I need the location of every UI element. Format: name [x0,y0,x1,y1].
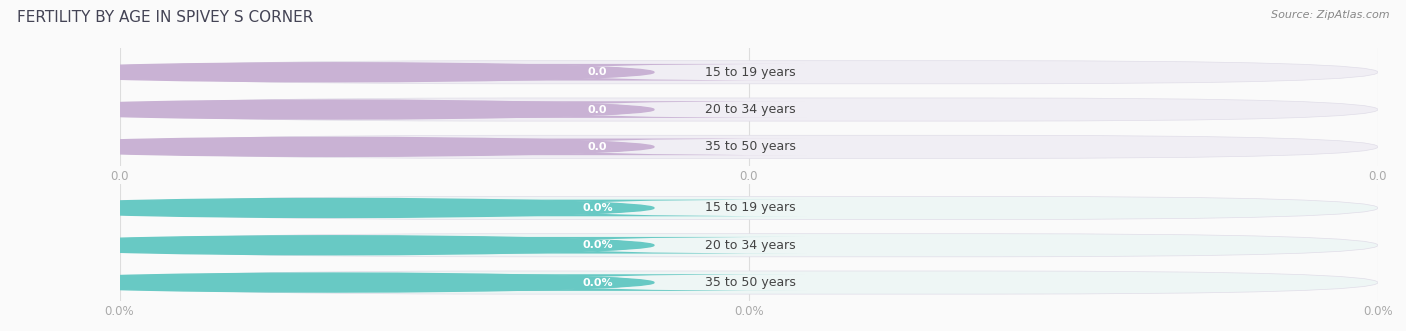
Circle shape [14,100,654,119]
Text: 15 to 19 years: 15 to 19 years [704,202,796,214]
Text: 20 to 34 years: 20 to 34 years [704,103,796,116]
Text: 35 to 50 years: 35 to 50 years [704,276,796,289]
Text: 20 to 34 years: 20 to 34 years [704,239,796,252]
Text: 0.0: 0.0 [588,105,607,115]
Circle shape [14,63,654,82]
FancyBboxPatch shape [389,200,807,216]
Text: 0.0%: 0.0% [582,240,613,250]
Circle shape [14,273,654,292]
Text: FERTILITY BY AGE IN SPIVEY S CORNER: FERTILITY BY AGE IN SPIVEY S CORNER [17,10,314,25]
Text: 15 to 19 years: 15 to 19 years [704,66,796,79]
Circle shape [14,137,654,156]
Text: 0.0: 0.0 [588,142,607,152]
Text: 0.0%: 0.0% [582,278,613,288]
FancyBboxPatch shape [120,98,1378,121]
FancyBboxPatch shape [120,271,1378,294]
FancyBboxPatch shape [389,101,807,118]
FancyBboxPatch shape [389,237,807,254]
Text: 0.0%: 0.0% [582,203,613,213]
FancyBboxPatch shape [120,135,1378,159]
FancyBboxPatch shape [389,138,807,155]
Text: 0.0: 0.0 [588,67,607,77]
Circle shape [14,199,654,217]
Text: 35 to 50 years: 35 to 50 years [704,140,796,153]
FancyBboxPatch shape [389,64,807,80]
FancyBboxPatch shape [120,196,1378,219]
FancyBboxPatch shape [120,234,1378,257]
Text: Source: ZipAtlas.com: Source: ZipAtlas.com [1271,10,1389,20]
Circle shape [14,236,654,255]
FancyBboxPatch shape [389,274,807,291]
FancyBboxPatch shape [120,61,1378,84]
